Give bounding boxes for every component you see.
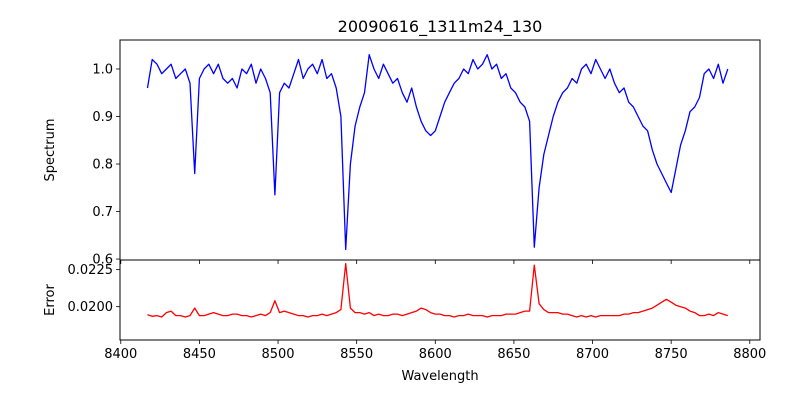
y-tick-label: 0.6 bbox=[92, 253, 113, 268]
x-tick-label: 8800 bbox=[733, 347, 766, 362]
x-tick-label: 8600 bbox=[419, 347, 452, 362]
chart-title: 20090616_1311m24_130 bbox=[338, 17, 543, 37]
y-tick-label: 0.0200 bbox=[68, 300, 114, 315]
x-tick-label: 8500 bbox=[261, 347, 294, 362]
x-tick-label: 8650 bbox=[497, 347, 530, 362]
y-tick-label: 1.0 bbox=[92, 62, 113, 77]
x-tick-label: 8450 bbox=[183, 347, 216, 362]
x-tick-label: 8700 bbox=[576, 347, 609, 362]
spectrum-plot: 0.6 0.7 0.8 0.9 1.0 bbox=[92, 39, 761, 268]
y-tick-label: 0.8 bbox=[92, 158, 113, 173]
x-tick-label: 8750 bbox=[655, 347, 688, 362]
series-line bbox=[146, 54, 729, 251]
axes-frame bbox=[119, 259, 761, 341]
series-line bbox=[147, 263, 728, 318]
axes-frame bbox=[119, 39, 761, 261]
bottom-y-axis-label: Error bbox=[43, 284, 58, 316]
x-tick-label: 8400 bbox=[104, 347, 137, 362]
error-plot: 8400 8450 8500 8550 8600 8650 8700 8750 8800 0.02… bbox=[68, 259, 766, 362]
x-tick-label: 8550 bbox=[340, 347, 373, 362]
y-tick-label: 0.7 bbox=[92, 205, 113, 220]
y-tick-label: 0.0225 bbox=[68, 263, 114, 278]
y-tick-label: 0.9 bbox=[92, 110, 113, 125]
top-y-axis-label: Spectrum bbox=[43, 119, 58, 182]
x-axis-label: Wavelength bbox=[401, 369, 478, 384]
